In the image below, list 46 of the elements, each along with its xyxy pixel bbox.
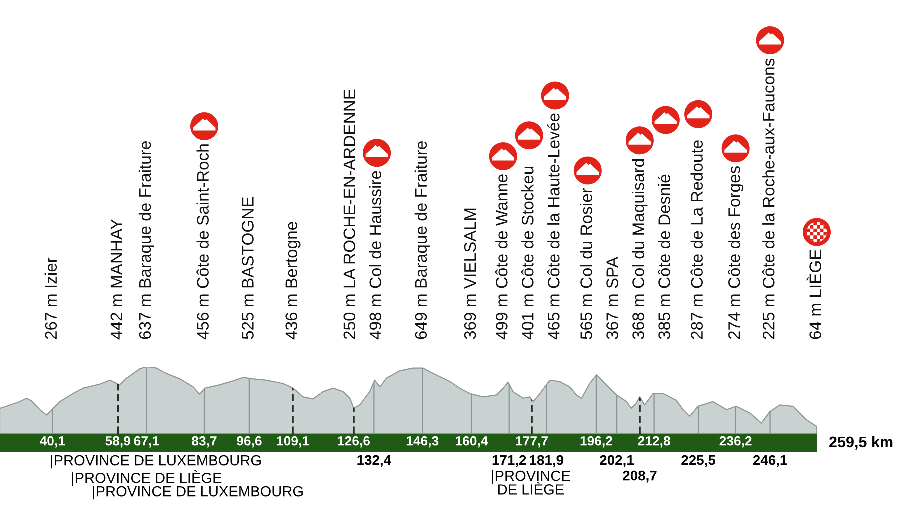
ref-line-label: 225 m Côte de la Roche-aux-Faucons bbox=[762, 58, 775, 340]
ref-line-label: 267 m Izier bbox=[44, 258, 58, 340]
ref-line-label: 498 m Col de Haussire bbox=[369, 171, 382, 340]
x-tick-label: 40,1 bbox=[40, 436, 66, 448]
x-tick-label: 96,6 bbox=[237, 436, 262, 448]
x-tick-label: 196,2 bbox=[580, 436, 612, 448]
annotation: 171,2 bbox=[492, 455, 526, 468]
text: 64 m LIÈGE bbox=[806, 250, 822, 340]
annotation: 202,1 bbox=[600, 455, 634, 468]
ref-line-label: 436 m Bertogne bbox=[286, 222, 301, 340]
ref-line-label: 649 m Baraque de Fraiture bbox=[414, 142, 430, 340]
text: |PROVINCE DE LIÈGE bbox=[72, 470, 222, 486]
annotation: 208,7 bbox=[623, 470, 657, 483]
x-tick-label: 236,2 bbox=[720, 436, 752, 448]
x-tick-label: 146,3 bbox=[406, 436, 439, 448]
annotation: 181,9 bbox=[530, 455, 564, 468]
ref-line-label: 250 m LA ROCHE-EN-ARDENNE bbox=[344, 90, 356, 340]
text: |PROVINCE DE LUXEMBOURG bbox=[51, 455, 261, 469]
ref-line-label: 287 m Côte de La Redoute bbox=[690, 140, 704, 340]
text: |PROVINCE DE LUXEMBOURG bbox=[93, 486, 303, 500]
annotation: |PROVINCE DE LIÈGE bbox=[492, 470, 570, 495]
ref-line-label: 367 m SPA bbox=[606, 256, 618, 340]
ref-line-label: 274 m Côte des Forges bbox=[728, 166, 744, 340]
x-tick-label: 67,1 bbox=[134, 436, 160, 448]
ref-line-label: 456 m Côte de Saint-Roch bbox=[196, 144, 209, 340]
x-tick-label: 126,6 bbox=[338, 436, 370, 448]
ref-line-label: 565 m Col du Rosier bbox=[580, 188, 592, 340]
x-tick-label: 83,7 bbox=[192, 436, 217, 448]
annotation: 132,4 bbox=[358, 455, 392, 468]
annotation: 225,5 bbox=[682, 455, 716, 468]
ref-line-label: 401 m Côte de Stockeu bbox=[522, 166, 534, 340]
ref-line-label: 369 m VIELSALM bbox=[464, 208, 476, 340]
ref-line-label: 442 m MANHAY bbox=[110, 219, 122, 340]
x-tick-label: 58,9 bbox=[106, 436, 130, 448]
ref-line-label: 465 m Côte de la Haute-Levée bbox=[547, 114, 560, 340]
ref-line-label: 637 m Baraque de Fraiture bbox=[138, 142, 154, 340]
annotation: 246,1 bbox=[753, 455, 788, 468]
x-tick-label: 160,4 bbox=[456, 436, 488, 448]
x-tick-label: 177,7 bbox=[516, 436, 548, 448]
ref-line-label: 525 m BASTOGNE bbox=[242, 197, 254, 340]
ref-line-label: 385 m Côte de Desnié bbox=[658, 174, 670, 340]
x-axis-title: 259,5 km bbox=[830, 436, 893, 450]
x-tick-label: 212,8 bbox=[638, 436, 670, 448]
x-tick-label: 109,1 bbox=[277, 436, 310, 448]
ref-line-label: 499 m Côte de Wanne bbox=[496, 174, 508, 340]
ref-line-label: 368 m Col du Maquisard bbox=[632, 160, 648, 340]
